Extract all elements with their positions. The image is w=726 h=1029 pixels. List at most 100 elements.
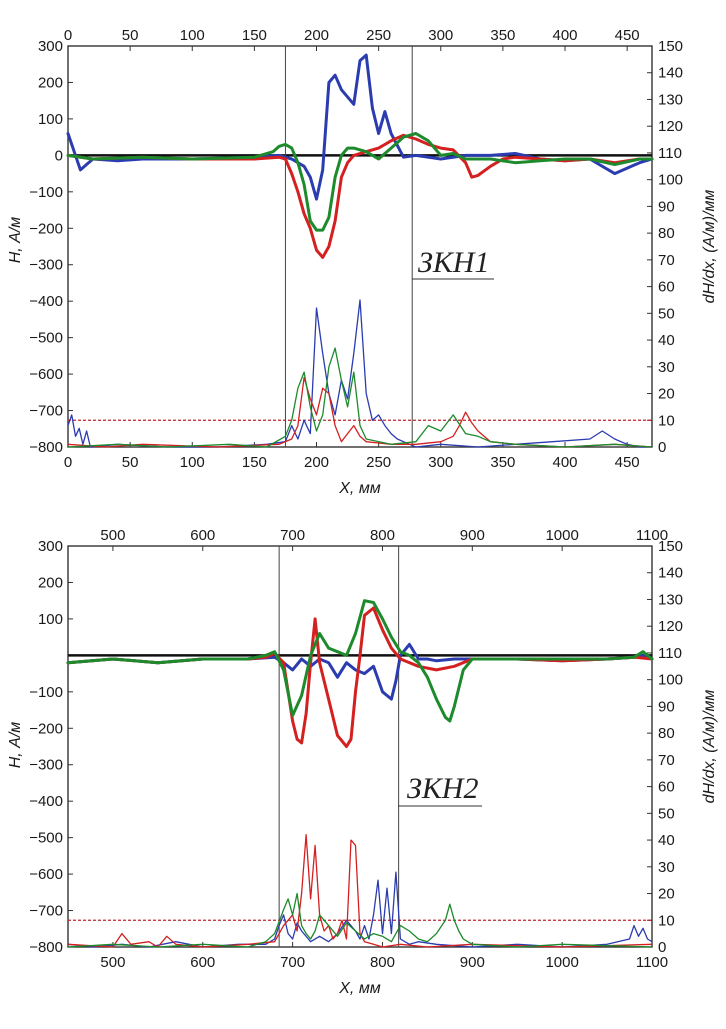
y-right-tick-label: 130	[658, 591, 683, 608]
y-right-tick-label: 80	[658, 225, 675, 242]
y-right-tick-label: 0	[658, 439, 666, 456]
y-left-tick-label: −400	[29, 293, 63, 310]
x-tick-label-top: 1100	[636, 527, 668, 544]
x-tick-label-top: 0	[64, 27, 72, 44]
y-right-tick-label: 130	[658, 91, 683, 108]
y-right-tick-label: 90	[658, 698, 675, 715]
y-right-tick-label: 80	[658, 725, 675, 742]
h-series-2	[66, 606, 654, 748]
x-tick-label-bottom: 300	[428, 454, 453, 471]
y-left-tick-label: 200	[38, 74, 63, 91]
y-right-tick-label: 70	[658, 752, 675, 769]
y-right-tick-label: 20	[658, 386, 675, 403]
y-right-tick-label: 120	[658, 118, 683, 135]
x-tick-label-bottom: 800	[370, 954, 395, 971]
x-tick-label-bottom: 350	[490, 454, 515, 471]
x-tick-label-top: 400	[553, 27, 578, 44]
x-tick-label-bottom: 700	[280, 954, 305, 971]
x-tick-label-bottom: 600	[190, 954, 215, 971]
x-tick-label-top: 450	[615, 27, 640, 44]
x-tick-label-top: 100	[180, 27, 205, 44]
x-tick-label-bottom: 250	[366, 454, 391, 471]
y-left-tick-label: −200	[29, 720, 63, 737]
y-right-tick-label: 110	[658, 645, 682, 662]
y-left-tick-label: −700	[29, 903, 63, 920]
x-tick-label-top: 600	[190, 527, 215, 544]
x-tick-label-top: 50	[122, 27, 139, 44]
x-tick-label-top: 200	[304, 27, 329, 44]
x-tick-label-top: 300	[428, 27, 453, 44]
y-right-tick-label: 40	[658, 832, 675, 849]
h-series-3	[66, 599, 654, 723]
x-tick-label-bottom: 500	[100, 954, 125, 971]
y-left-tick-label: −600	[29, 866, 63, 883]
x-tick-label-bottom: 200	[304, 454, 329, 471]
derivative-series-2	[67, 376, 653, 448]
y-right-tick-label: 150	[658, 538, 683, 555]
x-tick-label-bottom: 400	[553, 454, 578, 471]
x-tick-label-bottom: 100	[180, 454, 205, 471]
x-tick-label-top: 900	[460, 527, 485, 544]
y-left-tick-label: −300	[29, 757, 63, 774]
y-left-tick-label: −400	[29, 793, 63, 810]
x-tick-label-top: 150	[242, 27, 267, 44]
zone-label: ЗКН1	[418, 246, 489, 279]
y-right-tick-label: 20	[658, 886, 675, 903]
y-left-tick-label: 300	[38, 38, 63, 55]
x-tick-label-bottom: 450	[615, 454, 640, 471]
x-tick-label-bottom: 50	[122, 454, 139, 471]
plot-frame	[67, 545, 653, 948]
x-tick-label-top: 700	[280, 527, 305, 544]
x-tick-label-bottom: 1100	[636, 954, 668, 971]
y-axis-label-left: H, А/м	[7, 217, 24, 264]
h-series-2	[66, 133, 654, 259]
y-right-tick-label: 60	[658, 779, 675, 796]
x-tick-label-bottom: 900	[460, 954, 485, 971]
x-axis-label: X, мм	[338, 980, 381, 997]
y-left-tick-label: −600	[29, 366, 63, 383]
y-left-tick-label: −800	[29, 939, 63, 956]
y-right-tick-label: 110	[658, 145, 682, 162]
x-tick-label-bottom: 0	[64, 454, 72, 471]
y-left-tick-label: −300	[29, 257, 63, 274]
y-right-tick-label: 70	[658, 252, 675, 269]
y-right-tick-label: 50	[658, 805, 675, 822]
y-axis-label-left: H, А/м	[7, 722, 24, 769]
x-axis-label: X, мм	[338, 480, 381, 497]
y-right-tick-label: 0	[658, 939, 666, 956]
y-left-tick-label: −500	[29, 330, 63, 347]
derivative-series-3	[67, 892, 653, 948]
y-left-tick-label: 100	[38, 111, 63, 128]
y-right-tick-label: 140	[658, 565, 683, 582]
h-series-3	[66, 132, 654, 232]
y-axis-label-right: dH/dx, (А/м)/мм	[701, 690, 718, 804]
y-right-tick-label: 10	[658, 412, 675, 429]
y-left-tick-label: −700	[29, 403, 63, 420]
y-right-tick-label: 30	[658, 859, 675, 876]
y-right-tick-label: 100	[658, 172, 683, 189]
y-right-tick-label: 120	[658, 618, 683, 635]
x-tick-label-top: 250	[366, 27, 391, 44]
y-right-tick-label: 90	[658, 198, 675, 215]
x-tick-label-bottom: 1000	[545, 954, 578, 971]
y-left-tick-label: 300	[38, 538, 63, 555]
y-left-tick-label: −200	[29, 220, 63, 237]
y-left-tick-label: 100	[38, 611, 63, 628]
plot-frame	[67, 45, 653, 448]
y-right-tick-label: 30	[658, 359, 675, 376]
y-left-tick-label: −100	[29, 184, 63, 201]
y-right-tick-label: 60	[658, 279, 675, 296]
y-right-tick-label: 100	[658, 672, 683, 689]
y-left-tick-label: −800	[29, 439, 63, 456]
x-tick-label-bottom: 150	[242, 454, 267, 471]
y-right-tick-label: 50	[658, 305, 675, 322]
y-left-tick-label: 200	[38, 574, 63, 591]
y-left-tick-label: 0	[55, 147, 63, 164]
y-right-tick-label: 10	[658, 912, 675, 929]
y-right-tick-label: 140	[658, 65, 683, 82]
y-axis-label-right: dH/dx, (А/м)/мм	[701, 190, 718, 304]
x-tick-label-top: 500	[100, 527, 125, 544]
